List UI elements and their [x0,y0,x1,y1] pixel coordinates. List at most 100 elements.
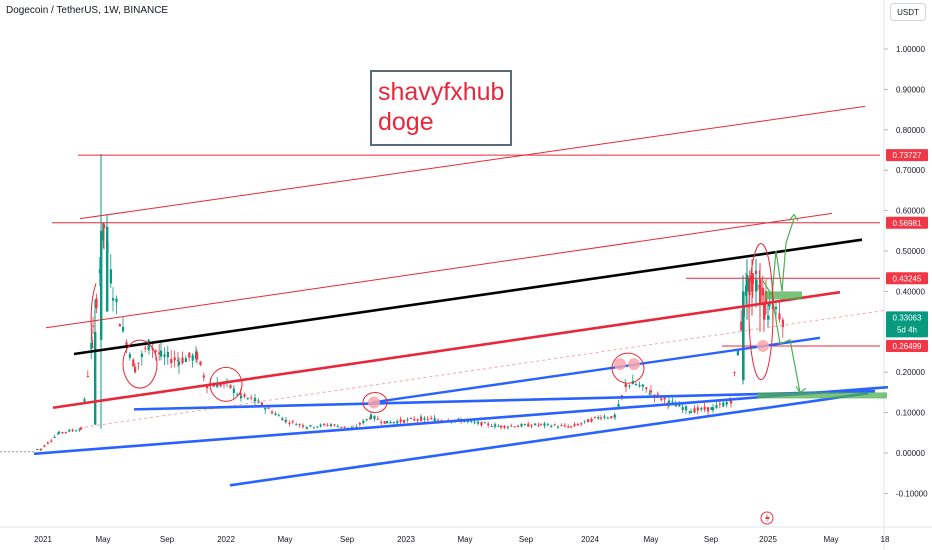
candle-body [128,354,131,358]
candle-body [312,427,315,429]
candle-body [480,421,483,426]
candle-body [181,357,184,364]
candle-body [712,407,715,411]
candle-body [250,397,253,399]
candle-body [576,424,579,426]
x-tick-label: May [643,535,658,544]
candle-body [610,416,613,419]
candle-body [232,388,235,393]
candle-body [470,420,473,422]
candle-body [163,354,166,357]
upper-channel-line [79,105,866,220]
candle-body [718,403,721,405]
candle-body [685,406,688,411]
candle-body [323,424,326,426]
candle-body [778,313,781,320]
candle-body [86,376,89,378]
dashed-trendline [84,309,886,428]
y-tick-label: 1.00000 [896,45,925,54]
price-label-countdown: 5d 4h [897,325,917,334]
candle-body [288,422,291,424]
black-trendline [73,238,863,356]
candle-body [733,371,736,373]
candle-body [80,427,83,430]
hand-drawn-arc [90,283,97,349]
y-tick-label: 0.80000 [896,126,925,135]
candle-body [100,230,103,340]
blue-lower-trendline [33,385,889,456]
x-tick-label: Sep [704,535,719,544]
annotation-note: shavyfxhub doge [370,70,512,146]
candle-body [160,350,163,357]
price-axis: 1.00000 0.90000 0.80000 0.70000 0.60000 0.500… [883,0,928,550]
candle-body [506,426,509,428]
blue-bottom-trendline [229,391,869,487]
candle-body [742,291,745,381]
candle-body [90,342,93,350]
x-tick-label: 2021 [34,535,52,544]
candle-body [333,424,336,426]
candle-body [620,395,623,397]
currency-button[interactable]: USDT [890,3,926,21]
candle-body [563,425,566,427]
candle-body [635,383,638,386]
candle-body [614,415,617,417]
candle-body [603,416,606,418]
candle-body [122,326,125,332]
candle-body [740,321,743,331]
candle-body [239,393,242,396]
x-tick-label: Sep [340,535,355,544]
candle-body [583,420,586,422]
candle-body [560,425,563,427]
price-label-tag [886,339,928,352]
candle-body [92,325,95,327]
candle-body [57,433,60,435]
candle-body [202,375,205,378]
hand-drawn-circle [122,339,158,389]
candle-body [188,352,191,358]
candle-body [219,384,222,387]
price-label-text: 0.56981 [893,219,922,228]
candle-body [537,424,540,426]
candle-body [295,424,298,426]
candle-body [543,423,546,426]
note-line-1: shavyfxhub [378,78,505,106]
candle-body [43,445,46,447]
candle-body [140,353,143,357]
candle-body [46,442,49,444]
x-tick-label: 2025 [759,535,777,544]
candle-body [340,426,343,428]
candle-body [64,431,67,433]
candle-body [700,407,703,410]
candle-body [380,421,383,423]
projection-down-path [771,295,801,393]
candle-body [406,419,409,421]
candle-body [693,408,696,413]
candle-body [590,418,593,422]
candle-body [68,429,71,432]
candle-body [399,419,402,422]
candle-body [147,339,150,351]
blue-upper-trendline [371,336,821,404]
candle-body [420,416,423,418]
price-labels: 0.73727 0.56981 0.43245 0.33063 5d 4h 0.26499 [886,149,928,352]
candle-body [75,430,78,432]
candle-body [690,411,693,414]
x-tick-label: May [823,535,838,544]
candle-body [500,425,503,428]
arrow-head [788,213,799,222]
candle-body [199,361,202,365]
candle-body [302,425,305,427]
candle-body [50,440,53,442]
candle-body [510,425,513,427]
y-tick-label: 0.00000 [896,449,925,458]
x-tick-label: Sep [519,535,534,544]
hand-drawn-circle [209,366,243,402]
candle-body [527,423,530,427]
candle-body [722,402,725,407]
arrow-head [795,386,807,394]
candle-body [392,421,395,423]
candle-body [243,394,246,397]
price-label-text: 0.26499 [893,342,922,351]
